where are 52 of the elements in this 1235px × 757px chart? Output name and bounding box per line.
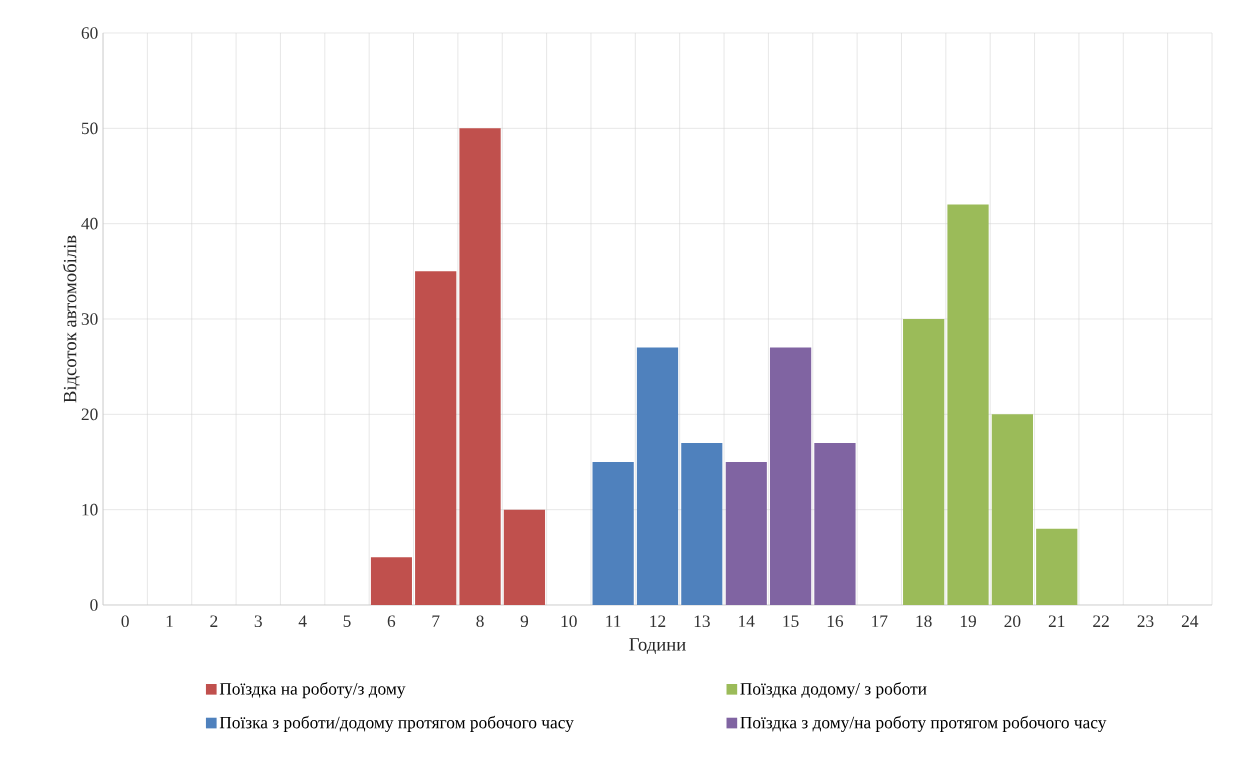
bar — [636, 347, 679, 605]
y-tick-label: 40 — [81, 217, 98, 230]
bar — [592, 462, 634, 605]
bar — [370, 557, 412, 605]
x-tick-label: 1 — [166, 615, 173, 627]
x-tick-label: 15 — [783, 615, 799, 628]
y-tick-label: 20 — [81, 408, 98, 421]
x-tick-label: 8 — [476, 615, 484, 628]
x-tick-label: 14 — [739, 615, 755, 627]
bar — [814, 442, 856, 605]
y-tick-label: 10 — [82, 503, 98, 516]
legend-label: Поїздка з дому/на роботу протягом робочого часу — [740, 715, 1107, 732]
bar — [725, 462, 767, 605]
x-tick-label: 2 — [210, 615, 218, 627]
y-tick-label: 30 — [81, 313, 98, 325]
bar — [503, 509, 546, 605]
y-tick-label: 0 — [90, 599, 98, 611]
x-tick-label: 13 — [694, 615, 710, 628]
x-tick-label: 5 — [343, 615, 351, 627]
x-tick-label: 20 — [1004, 615, 1021, 628]
x-axis-title: Години — [629, 638, 686, 655]
x-tick-label: 3 — [254, 615, 262, 628]
bar — [681, 442, 723, 605]
x-tick-label: 21 — [1048, 615, 1065, 627]
y-tick-label: 50 — [81, 122, 98, 135]
legend-label: Поїздка додому/ з роботи — [740, 682, 927, 699]
x-tick-label: 18 — [916, 615, 932, 628]
x-tick-label: 6 — [387, 615, 396, 628]
bar — [947, 204, 989, 605]
bar — [1036, 528, 1078, 605]
bar — [991, 414, 1034, 605]
x-tick-label: 16 — [827, 615, 844, 628]
x-tick-label: 19 — [960, 615, 976, 628]
x-tick-label: 17 — [872, 615, 888, 627]
x-tick-label: 12 — [650, 615, 666, 627]
y-tick-label: 60 — [81, 27, 98, 39]
x-tick-label: 22 — [1093, 615, 1109, 627]
x-tick-label: 10 — [561, 615, 577, 628]
bar — [769, 347, 812, 605]
bar — [459, 128, 501, 605]
x-tick-label: 7 — [432, 615, 440, 627]
y-axis-title: Відсоток автомобілів — [62, 235, 80, 403]
x-tick-label: 24 — [1181, 615, 1199, 627]
x-tick-label: 0 — [121, 615, 129, 628]
x-tick-label: 4 — [298, 615, 307, 627]
x-tick-label: 23 — [1137, 615, 1154, 628]
bar — [903, 319, 945, 605]
legend-label: Поїздка на роботу/з дому — [219, 682, 406, 699]
legend-label: Поїзка з роботи/додому протягом робочого часу — [219, 715, 574, 732]
x-tick-label: 9 — [520, 615, 529, 628]
bar — [415, 271, 457, 605]
x-tick-label: 11 — [606, 615, 621, 627]
